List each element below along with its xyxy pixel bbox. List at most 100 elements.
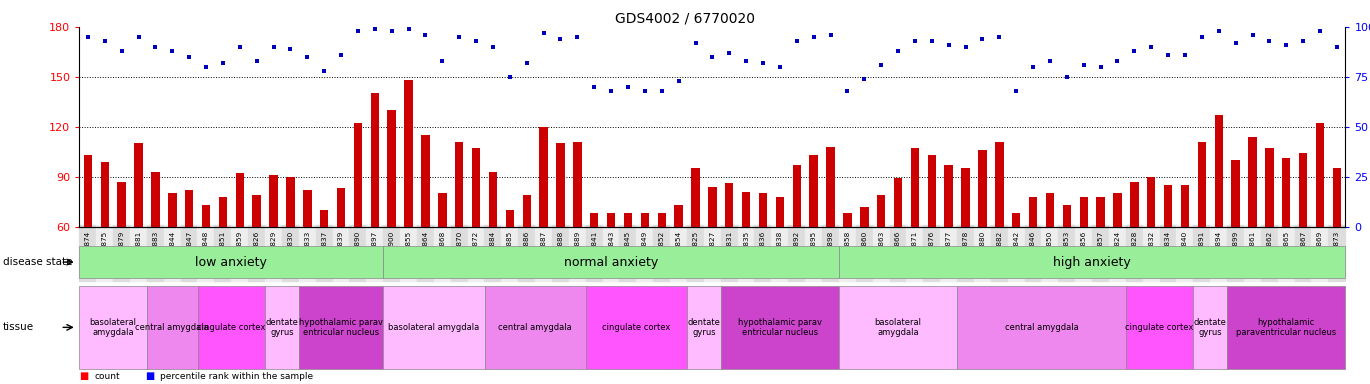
Point [515,60,537,66]
Bar [286,177,295,227]
Point [330,52,352,58]
Point [127,34,149,40]
Bar [118,182,126,227]
Point [634,88,656,94]
Bar [775,197,784,227]
Point [195,64,216,70]
Point [837,88,859,94]
Bar [1063,205,1071,227]
Text: hypothalamic parav
entricular nucleus: hypothalamic parav entricular nucleus [299,318,384,337]
Text: normal anxiety: normal anxiety [564,256,658,268]
Bar [692,168,700,227]
Point [1056,74,1078,80]
Bar [371,93,379,227]
Point [178,54,200,60]
Bar [404,80,412,227]
Point [263,44,285,50]
Bar [236,173,244,227]
Bar [674,205,682,227]
Point [1089,64,1111,70]
Bar [455,142,463,227]
Bar [353,123,362,227]
Point [1038,58,1060,64]
Bar [708,187,717,227]
Bar [151,172,160,227]
Point [364,26,386,32]
Bar [252,195,260,227]
Bar [303,190,311,227]
Point [1259,38,1281,44]
Point [870,62,892,68]
Bar [623,213,632,227]
Bar [607,213,615,227]
Point [904,38,926,44]
Point [296,54,318,60]
Point [381,28,403,34]
Point [667,78,689,84]
Point [937,42,959,48]
Bar [438,193,447,227]
Point [685,40,707,46]
Bar [962,168,970,227]
Point [988,34,1010,40]
Text: cingulate cortex: cingulate cortex [197,323,266,332]
Bar [810,155,818,227]
Point [600,88,622,94]
Point [888,48,910,54]
Point [1006,88,1028,94]
Point [1275,42,1297,48]
Bar [944,165,954,227]
Text: hypothalamic parav
entricular nucleus: hypothalamic parav entricular nucleus [738,318,822,337]
Bar [995,142,1004,227]
Bar [893,178,903,227]
Point [718,50,740,56]
Point [769,64,790,70]
Text: basolateral
amygdala: basolateral amygdala [874,318,922,337]
Point [1292,38,1314,44]
Bar [169,193,177,227]
Bar [337,188,345,227]
Point [651,88,673,94]
Point [1158,52,1180,58]
Bar [506,210,514,227]
Point [93,38,115,44]
Point [397,26,419,32]
Bar [793,165,801,227]
Point [854,76,875,82]
Point [1191,34,1212,40]
Text: low anxiety: low anxiety [196,256,267,268]
Bar [911,148,919,227]
Bar [641,213,649,227]
Point [415,32,437,38]
Point [1123,48,1145,54]
Point [1208,28,1230,34]
Point [77,34,99,40]
Bar [759,193,767,227]
Bar [1029,197,1037,227]
Bar [1096,197,1104,227]
Point [955,44,977,50]
Point [144,44,166,50]
Point [1225,40,1247,46]
Point [1140,44,1162,50]
Bar [826,147,834,227]
Text: tissue: tissue [3,322,34,333]
Point [803,34,825,40]
Point [1310,28,1332,34]
Bar [978,150,986,227]
Point [466,38,488,44]
Point [111,48,133,54]
Bar [573,142,582,227]
Bar [1248,137,1256,227]
Text: disease state: disease state [3,257,73,267]
Point [736,58,758,64]
Bar [1333,168,1341,227]
Point [819,32,841,38]
Text: cingulate cortex: cingulate cortex [1126,323,1193,332]
Bar [927,155,936,227]
Bar [270,175,278,227]
Point [701,54,723,60]
Bar [388,110,396,227]
Point [1073,62,1095,68]
Point [482,44,504,50]
